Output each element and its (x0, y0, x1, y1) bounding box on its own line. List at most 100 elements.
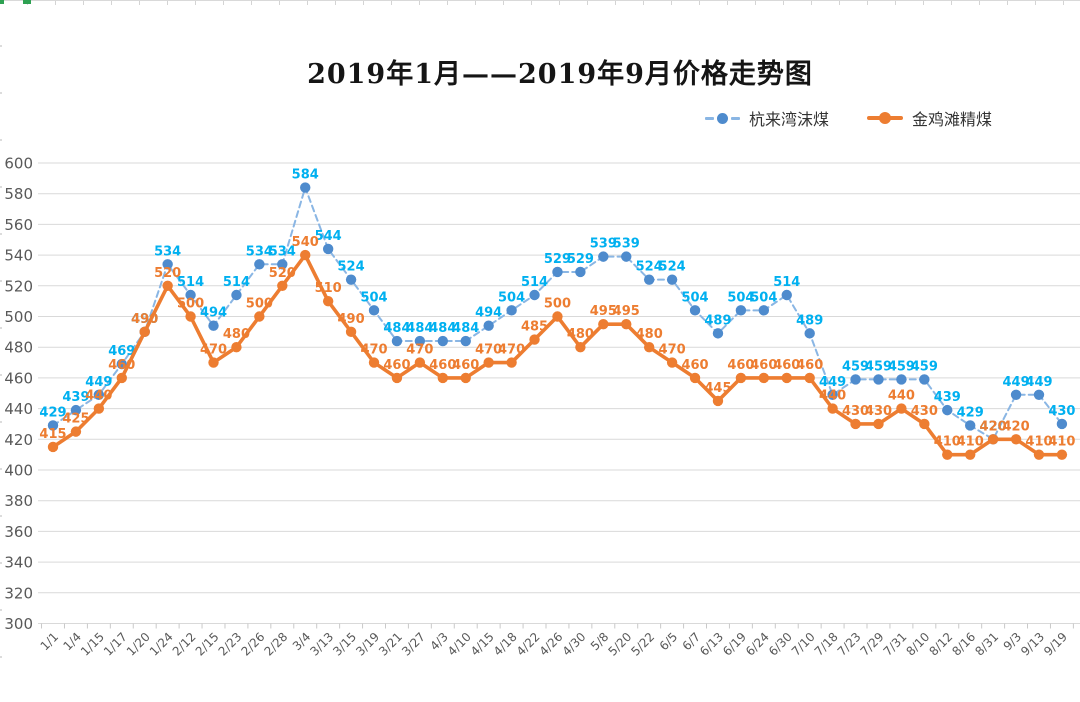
svg-text:480: 480 (4, 339, 33, 357)
svg-text:4/30: 4/30 (560, 630, 589, 659)
svg-text:380: 380 (4, 492, 33, 510)
data-point (781, 372, 792, 384)
excel-selection-artifact (23, 0, 31, 4)
svg-text:6/30: 6/30 (766, 630, 795, 659)
data-label: 440 (85, 389, 112, 404)
svg-text:8/31: 8/31 (972, 630, 1001, 659)
svg-text:580: 580 (4, 185, 33, 203)
data-point (322, 295, 334, 307)
svg-text:4/18: 4/18 (491, 630, 520, 659)
data-label: 529 (544, 252, 571, 267)
data-point (919, 418, 930, 430)
data-point (1010, 434, 1022, 445)
data-point (1056, 418, 1068, 430)
svg-text:7/31: 7/31 (881, 630, 910, 659)
data-point (873, 374, 884, 385)
svg-text:3/13: 3/13 (307, 630, 336, 659)
data-label: 534 (154, 244, 181, 259)
data-point (621, 251, 632, 262)
data-point (575, 342, 586, 353)
data-label: 504 (750, 290, 777, 305)
data-label: 425 (62, 412, 89, 427)
svg-text:1/20: 1/20 (124, 630, 153, 659)
data-label: 460 (452, 358, 479, 373)
data-point (391, 335, 403, 347)
data-point (942, 449, 953, 460)
data-label: 490 (338, 312, 365, 327)
data-point (598, 318, 609, 330)
data-point (643, 342, 655, 353)
svg-text:540: 540 (4, 247, 33, 265)
data-point (689, 305, 701, 316)
data-label: 430 (865, 404, 892, 419)
data-label: 420 (980, 419, 1007, 434)
data-point (873, 418, 884, 430)
svg-text:8/10: 8/10 (904, 630, 933, 659)
svg-text:360: 360 (4, 523, 33, 541)
svg-text:6/24: 6/24 (743, 630, 772, 659)
data-label: 460 (108, 358, 135, 373)
data-point (208, 320, 219, 331)
data-label: 489 (796, 313, 823, 328)
svg-text:7/18: 7/18 (812, 630, 841, 659)
data-label: 460 (681, 358, 708, 373)
data-point (345, 326, 357, 338)
data-label: 495 (590, 304, 617, 319)
solid-line-marker-icon (866, 112, 903, 124)
data-point (896, 374, 907, 385)
data-point (575, 266, 586, 278)
svg-text:1/17: 1/17 (101, 630, 130, 659)
data-label: 514 (177, 275, 204, 290)
data-label: 514 (521, 275, 548, 290)
data-point (1010, 389, 1022, 400)
data-point (93, 389, 105, 400)
data-point (437, 335, 449, 347)
data-label: 420 (1002, 419, 1029, 434)
data-point (208, 357, 219, 368)
svg-text:9/19: 9/19 (1041, 630, 1070, 659)
data-point (254, 259, 265, 270)
data-label: 449 (819, 375, 846, 390)
data-point (529, 289, 540, 301)
data-label: 504 (681, 290, 708, 305)
data-point (70, 426, 82, 437)
data-label: 510 (315, 281, 342, 296)
data-label: 449 (85, 375, 112, 390)
data-label: 524 (659, 260, 686, 275)
data-label: 520 (269, 266, 296, 281)
legend-label: 杭来湾沫煤 (748, 110, 829, 129)
data-label: 500 (246, 297, 273, 312)
data-label: 500 (177, 297, 204, 312)
svg-text:2/23: 2/23 (216, 630, 245, 659)
data-label: 440 (819, 389, 846, 404)
svg-text:5/20: 5/20 (605, 630, 634, 659)
data-point (621, 318, 632, 330)
data-label: 470 (406, 343, 433, 358)
svg-text:5/22: 5/22 (628, 630, 657, 659)
data-label: 439 (934, 390, 961, 405)
chart-title: 2019年1月——2019年9月价格走势图 (307, 59, 813, 90)
svg-text:2/15: 2/15 (193, 630, 222, 659)
data-label: 485 (521, 320, 548, 335)
svg-text:4/26: 4/26 (537, 630, 566, 659)
data-label: 460 (383, 358, 410, 373)
svg-text:9/13: 9/13 (1018, 630, 1047, 659)
svg-text:8/16: 8/16 (949, 630, 978, 659)
data-label: 470 (360, 343, 387, 358)
data-point (506, 357, 517, 368)
data-point (712, 328, 724, 339)
svg-text:3/27: 3/27 (399, 630, 428, 659)
data-label: 470 (498, 343, 525, 358)
x-axis-ticks (41, 623, 1074, 629)
svg-text:300: 300 (4, 615, 33, 633)
svg-text:500: 500 (4, 308, 33, 326)
svg-text:6/13: 6/13 (697, 630, 726, 659)
data-label: 460 (773, 358, 800, 373)
data-point (552, 266, 563, 278)
data-label: 514 (223, 275, 250, 290)
data-point (804, 328, 815, 339)
data-label: 470 (200, 343, 227, 358)
data-point (666, 274, 678, 285)
data-label: 524 (636, 260, 663, 275)
